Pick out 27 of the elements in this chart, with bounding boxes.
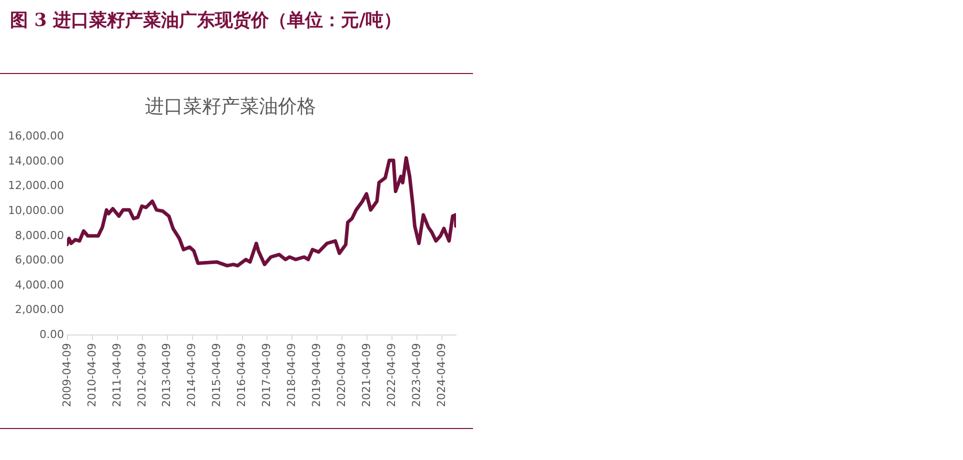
- y-tick-label: 6,000.00: [15, 254, 64, 267]
- y-tick-label: 8,000.00: [15, 228, 64, 242]
- x-tick-label: 2012-04-09: [135, 343, 148, 408]
- x-tick-label: 2013-04-09: [160, 343, 174, 408]
- y-tick-label: 14,000.00: [8, 154, 64, 168]
- y-tick-label: 16,000.00: [8, 130, 64, 143]
- chart-subtitle: 进口菜籽产菜油价格: [145, 95, 316, 118]
- y-tick-label: 0.00: [39, 328, 64, 341]
- x-tick-label: 2023-04-09: [410, 343, 423, 408]
- x-tick-label: 2019-04-09: [310, 343, 323, 408]
- x-tick-label: 2018-04-09: [285, 343, 298, 408]
- x-tick-label: 2011-04-09: [110, 343, 124, 408]
- y-tick-label: 10,000.00: [8, 204, 64, 218]
- x-tick-label: 2009-04-09: [60, 343, 74, 408]
- x-tick-label: 2021-04-09: [360, 343, 373, 408]
- y-tick-label: 2,000.00: [15, 303, 64, 316]
- x-tick-label: 2010-04-09: [85, 343, 98, 408]
- x-tick-label: 2014-04-09: [185, 343, 198, 408]
- chart-title: 图 3 进口菜籽产菜油广东现货价（单位：元/吨）: [10, 9, 403, 33]
- y-tick-label: 12,000.00: [8, 179, 64, 192]
- x-tick-label: 2017-04-09: [260, 343, 274, 408]
- x-tick-label: 2022-04-09: [384, 343, 398, 408]
- x-tick-label: 2015-04-09: [210, 343, 224, 408]
- y-tick-label: 4,000.00: [15, 278, 64, 292]
- x-tick-label: 2020-04-09: [334, 343, 348, 408]
- x-tick-label: 2016-04-09: [235, 343, 248, 408]
- x-tick-label: 2024-04-09: [434, 343, 448, 408]
